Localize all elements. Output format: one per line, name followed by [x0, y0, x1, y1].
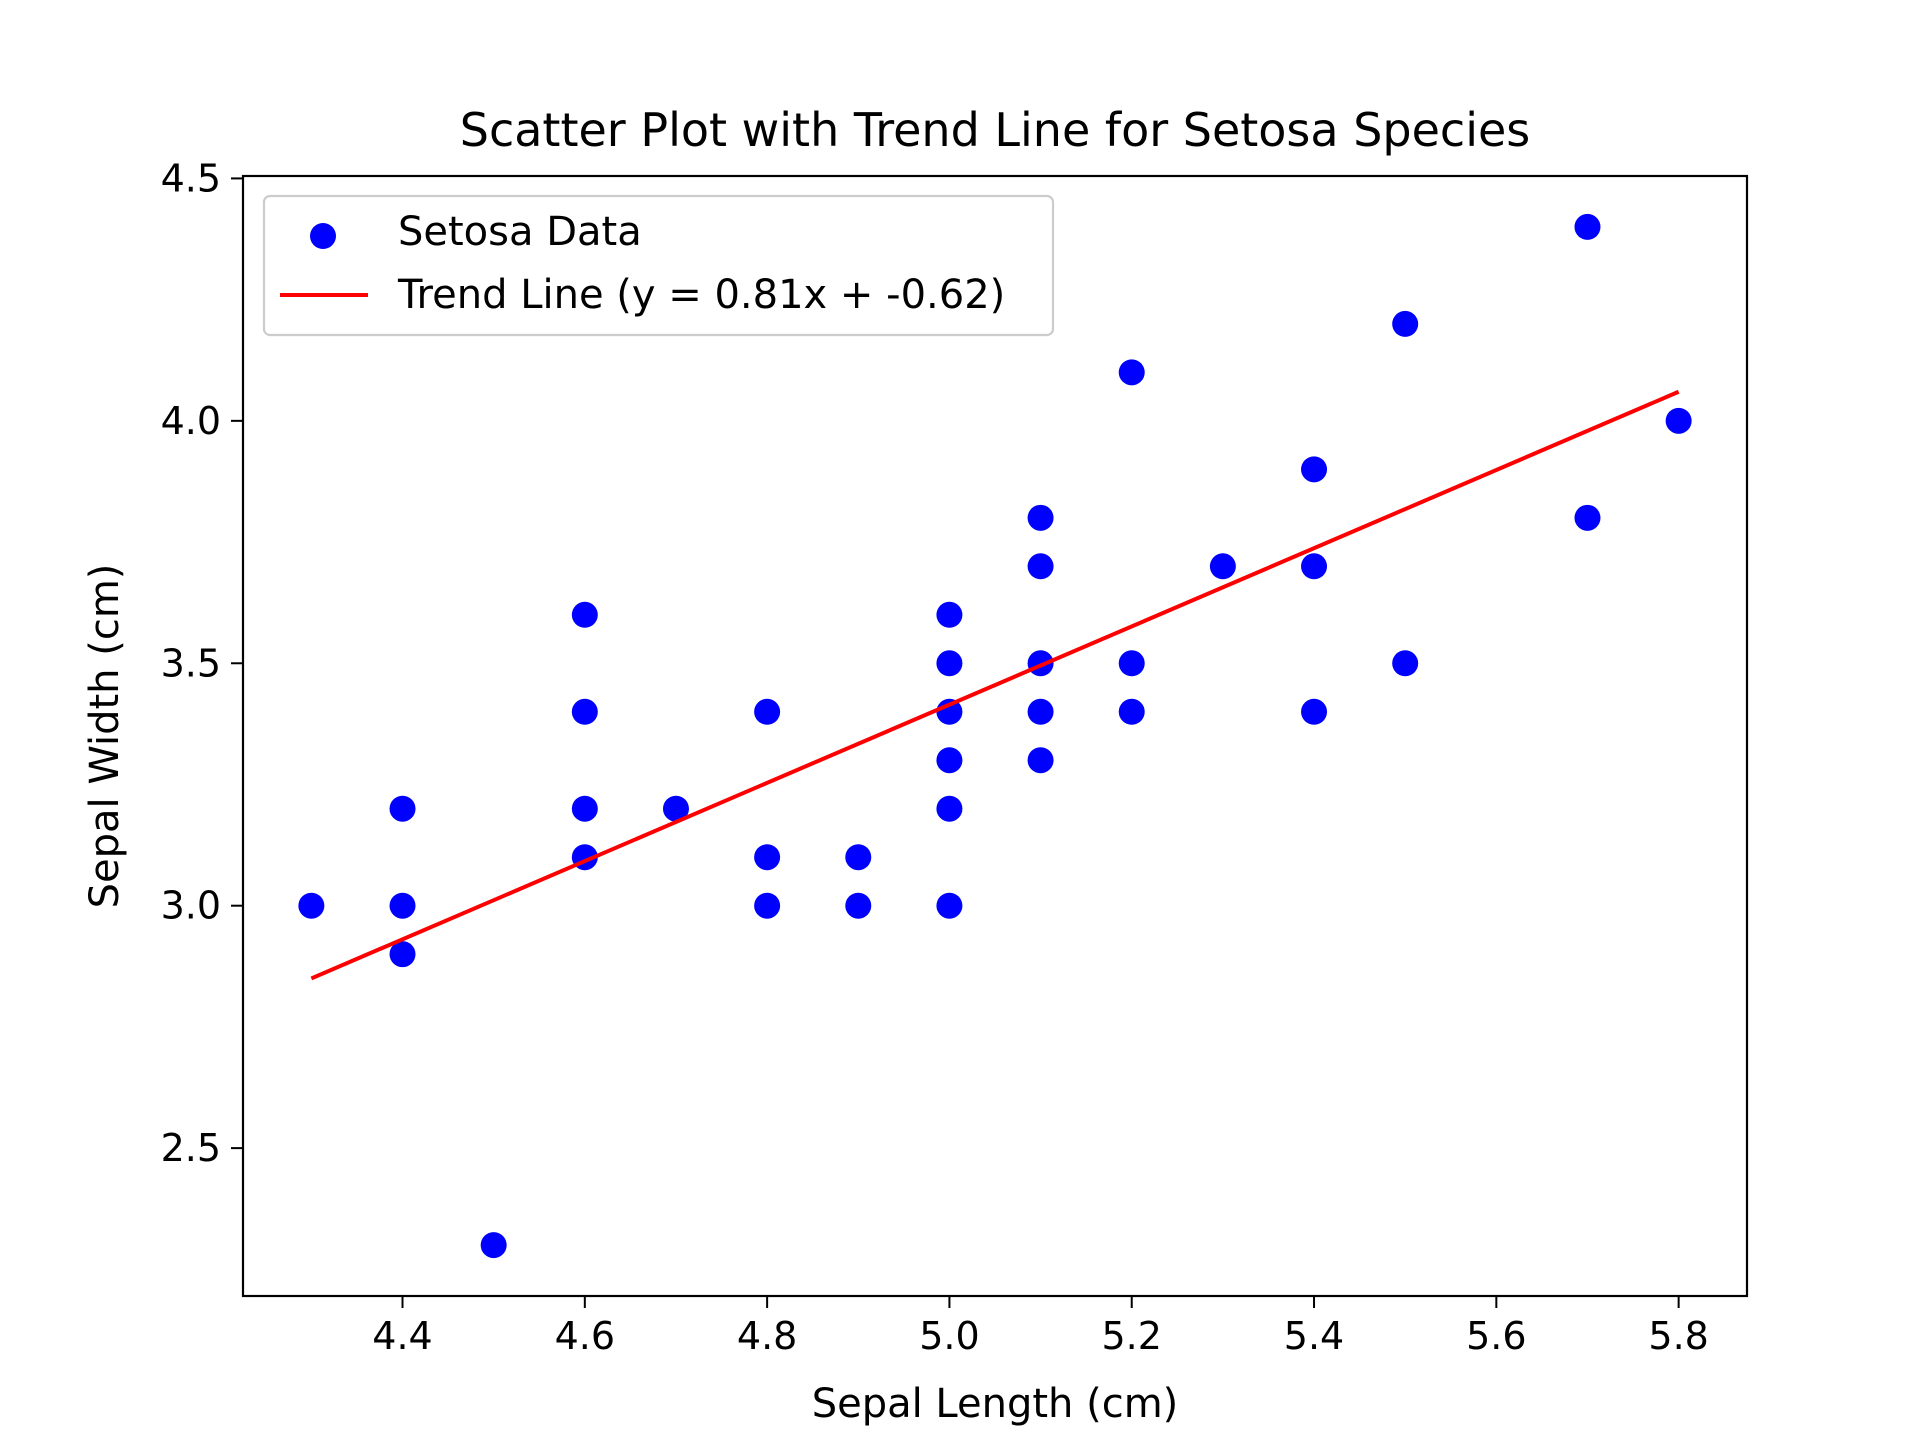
scatter-point-27	[1118, 650, 1145, 677]
scatter-point-21	[1027, 504, 1054, 531]
scatter-point-22	[1027, 553, 1054, 580]
scatter-point-4	[480, 1232, 507, 1259]
y-tick-label: 3.0	[161, 884, 221, 928]
legend-label-setosa-data: Setosa Data	[398, 209, 642, 255]
x-tick-label: 5.6	[1466, 1314, 1526, 1358]
x-axis-ticks: 4.4 4.6 4.8 5.0 5.2 5.4 5.6 5.8	[372, 1296, 1709, 1358]
y-tick-label: 4.0	[161, 399, 221, 443]
scatter-point-10	[754, 698, 781, 725]
y-tick-label: 4.5	[161, 156, 221, 200]
chart-title: Scatter Plot with Trend Line for Setosa …	[460, 103, 1531, 157]
scatter-point-20	[936, 892, 963, 919]
scatter-point-28	[1118, 698, 1145, 725]
scatter-point-36	[1574, 504, 1601, 531]
y-axis-label: Sepal Width (cm)	[82, 564, 128, 909]
legend-marker-scatter	[310, 223, 336, 249]
scatter-point-7	[571, 795, 598, 822]
legend-label-trend-line: Trend Line (y = 0.81x + -0.62)	[397, 272, 1005, 318]
x-axis-label: Sepal Length (cm)	[812, 1381, 1179, 1427]
scatter-point-1	[389, 795, 416, 822]
x-tick-label: 5.0	[919, 1314, 979, 1358]
y-axis-ticks: 2.5 3.0 3.5 4.0 4.5	[161, 156, 243, 1170]
scatter-point-11	[754, 844, 781, 871]
y-tick-label: 2.5	[161, 1126, 221, 1170]
scatter-point-24	[1027, 698, 1054, 725]
plot-frame	[241, 174, 1749, 1298]
scatter-point-34	[1392, 650, 1419, 677]
legend-frame	[262, 194, 1055, 337]
scatter-point-15	[936, 601, 963, 628]
scatter-point-37	[1665, 407, 1692, 434]
scatter-point-30	[1301, 456, 1328, 483]
scatter-point-2	[389, 892, 416, 919]
scatter-point-31	[1301, 553, 1328, 580]
scatter-point-26	[1118, 359, 1145, 386]
scatter-point-16	[936, 650, 963, 677]
x-tick-label: 5.2	[1102, 1314, 1162, 1358]
x-tick-label: 4.6	[555, 1314, 615, 1358]
x-tick-label: 4.4	[372, 1314, 432, 1358]
x-tick-label: 4.8	[737, 1314, 797, 1358]
legend: Setosa Data Trend Line (y = 0.81x + -0.6…	[262, 194, 1055, 337]
scatter-point-13	[845, 844, 872, 871]
scatter-point-12	[754, 892, 781, 919]
scatter-point-25	[1027, 747, 1054, 774]
trend-line	[310, 389, 1680, 981]
scatter-point-29	[1209, 553, 1236, 580]
scatter-point-6	[571, 698, 598, 725]
scatter-point-35	[1574, 213, 1601, 240]
scatter-point-14	[845, 892, 872, 919]
plot-marks	[298, 213, 1692, 1259]
x-tick-label: 5.4	[1284, 1314, 1344, 1358]
scatter-point-3	[389, 941, 416, 968]
scatter-point-5	[571, 601, 598, 628]
scatter-point-33	[1392, 310, 1419, 337]
y-tick-label: 3.5	[161, 641, 221, 685]
scatter-point-19	[936, 795, 963, 822]
scatter-point-32	[1301, 698, 1328, 725]
scatter-point-18	[936, 747, 963, 774]
scatter-point-9	[662, 795, 689, 822]
scatter-point-0	[298, 892, 325, 919]
x-tick-label: 5.8	[1648, 1314, 1708, 1358]
